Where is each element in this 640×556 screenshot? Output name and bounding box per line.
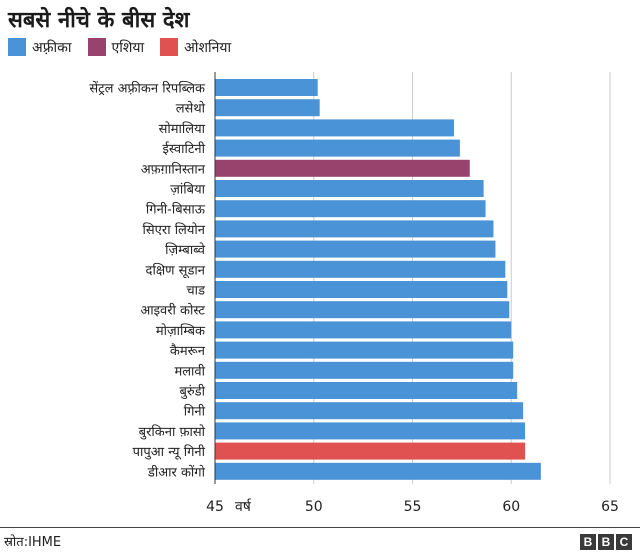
tick-label: 55 — [404, 499, 422, 515]
category-label: डीआर कोंगो — [147, 464, 206, 480]
bar — [215, 159, 470, 177]
category-label: बुरकिना फ़ासो — [139, 424, 206, 440]
legend-item-asia: एशिया — [87, 38, 145, 57]
bar — [215, 321, 512, 339]
category-label: बुरुंडी — [179, 384, 205, 400]
legend-label: एशिया — [111, 39, 145, 56]
bar — [215, 382, 518, 399]
category-label: दक्षिण सूडान — [146, 262, 206, 278]
legend-label: अफ़्रीका — [32, 39, 72, 56]
x-axis-label: वर्ष — [235, 498, 252, 515]
bar — [215, 240, 496, 258]
legend-swatch — [160, 38, 179, 56]
category-label: आइवरी कोस्ट — [140, 303, 205, 319]
bar — [215, 402, 524, 420]
category-label: ईस्वाटिनी — [162, 141, 205, 157]
category-label: मोज़ाम्बिक — [156, 323, 206, 339]
bbc-logo: B B C — [580, 534, 632, 550]
bbc-logo-block: B — [580, 534, 596, 550]
tick-label: 60 — [502, 499, 520, 515]
bar — [215, 180, 484, 197]
bar — [215, 99, 320, 117]
category-label: ज़िम्बाब्वे — [165, 242, 206, 258]
bar — [215, 220, 494, 238]
category-label: मलावी — [174, 363, 205, 379]
bar — [215, 79, 318, 96]
bar — [215, 281, 508, 298]
footer-divider — [0, 527, 640, 528]
chart-title: सबसे नीचे के बीस देश — [8, 8, 190, 33]
bar — [215, 361, 514, 379]
category-label: लसेथो — [176, 101, 206, 117]
legend-label: ओशनिया — [184, 39, 232, 56]
legend-item-oceania: ओशनिया — [160, 38, 231, 57]
bar — [215, 341, 514, 359]
legend-item-africa: अफ़्रीका — [8, 38, 72, 57]
source-note: स्रोत:IHME — [4, 535, 62, 550]
legend: अफ़्रीका एशिया ओशनिया — [8, 38, 247, 56]
category-label: गिनी-बिसाऊ — [146, 202, 206, 218]
category-label: सेंट्रल अफ़्रीकन रिपब्लिक — [89, 81, 206, 97]
category-label: सोमालिया — [159, 121, 206, 137]
bbc-logo-block: B — [598, 534, 614, 550]
tick-label: 65 — [601, 499, 619, 515]
category-label: पापुआ न्यू गिनी — [133, 444, 206, 460]
category-label: कैमरून — [170, 343, 206, 359]
bar — [215, 200, 486, 218]
bar — [215, 119, 454, 137]
bar — [215, 442, 526, 460]
legend-swatch — [8, 38, 26, 56]
bar — [215, 422, 526, 440]
bar — [215, 139, 460, 157]
category-label: चाड — [186, 284, 206, 299]
bar — [215, 301, 510, 319]
bbc-logo-block: C — [616, 534, 632, 550]
tick-label: 50 — [305, 499, 323, 515]
bar — [215, 462, 541, 480]
legend-swatch — [87, 38, 106, 56]
bar-chart: सेंट्रल अफ़्रीकन रिपब्लिक लसेथो सोमालिया ईस… — [89, 72, 619, 515]
tick-label: 45 — [206, 499, 224, 515]
category-label: सिएरा लियोन — [143, 222, 206, 238]
category-label: ज़ांबिया — [170, 182, 205, 198]
category-label: अफ़ग़ानिस्तान — [141, 161, 206, 177]
category-label: गिनी — [184, 404, 206, 420]
bar — [215, 260, 506, 278]
